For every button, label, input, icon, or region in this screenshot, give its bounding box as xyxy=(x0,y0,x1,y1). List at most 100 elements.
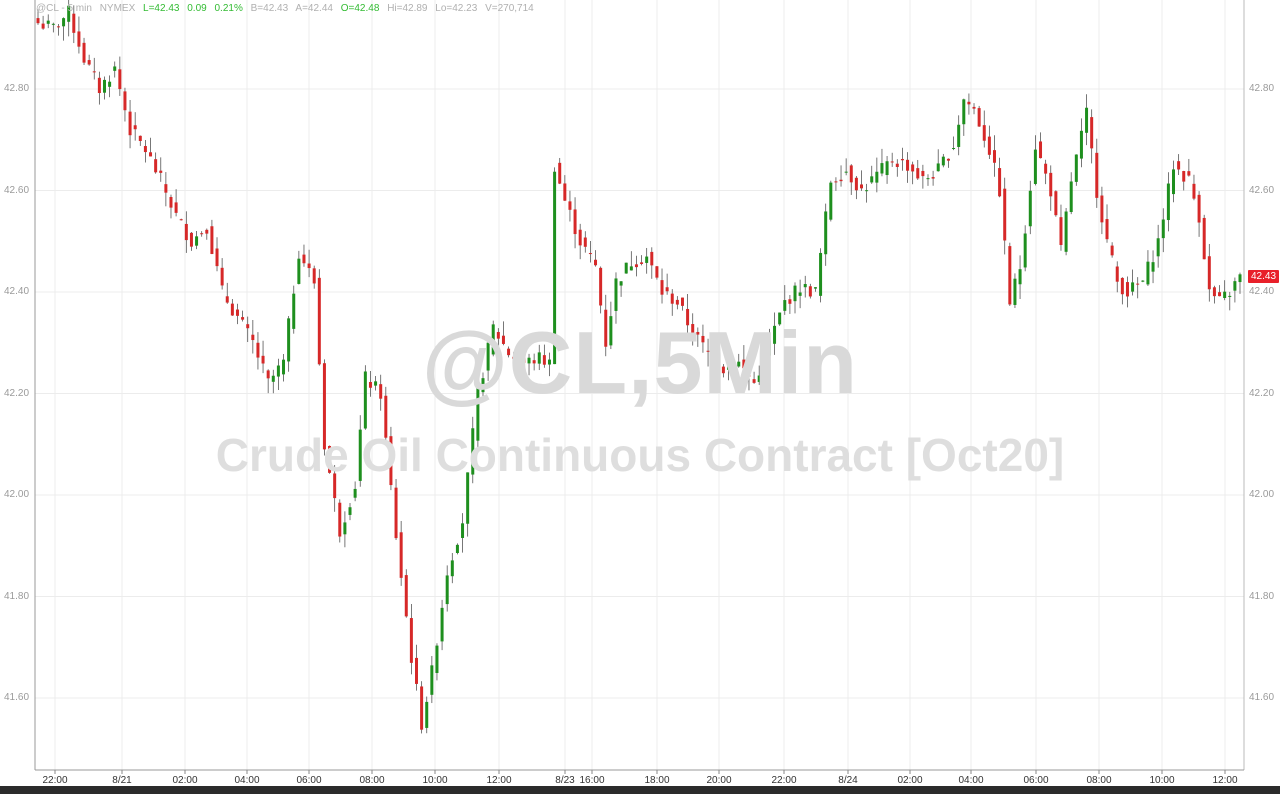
candle-down xyxy=(1059,217,1063,245)
candle-down xyxy=(394,487,398,539)
candle-down xyxy=(174,202,178,213)
candle-down xyxy=(987,136,991,155)
candle-up xyxy=(880,163,884,174)
y-tick-label-right: 41.60 xyxy=(1249,692,1275,703)
y-tick-label: 42.20 xyxy=(4,387,30,399)
candle-up xyxy=(113,66,117,71)
candle-up xyxy=(1151,262,1155,272)
y-tick-label: 42.60 xyxy=(4,184,30,196)
y-tick-label-right: 42.60 xyxy=(1249,184,1275,196)
x-tick-label: 12:00 xyxy=(1212,775,1238,786)
y-tick-label: 42.40 xyxy=(4,286,30,297)
candle-down xyxy=(184,223,188,241)
candle-up xyxy=(1238,274,1242,283)
candle-down xyxy=(256,342,260,358)
candle-up xyxy=(778,312,782,325)
candle-down xyxy=(594,259,598,266)
candle-down xyxy=(522,355,526,363)
candle-up xyxy=(46,20,50,24)
chart-grid xyxy=(35,0,1244,770)
candle-down xyxy=(911,164,915,172)
candle-up xyxy=(102,79,106,93)
candle-down xyxy=(588,253,592,255)
candle-down xyxy=(149,152,153,157)
x-tick-label: 08:00 xyxy=(359,775,385,786)
symbol-label: @CL - 5 min xyxy=(36,3,92,14)
candle-down xyxy=(138,135,142,141)
open-value: O=42.48 xyxy=(340,3,380,14)
candle-up xyxy=(1085,107,1089,133)
candle-up xyxy=(353,488,357,498)
candle-down xyxy=(568,201,572,210)
candle-up xyxy=(829,182,833,220)
candle-up xyxy=(1069,181,1073,213)
candle-down xyxy=(1039,141,1043,159)
candle-down xyxy=(133,125,137,130)
candle-down xyxy=(225,296,229,303)
candle-up xyxy=(819,252,823,296)
candle-down xyxy=(655,266,659,278)
candle-up xyxy=(645,256,649,263)
candle-down xyxy=(992,150,996,163)
x-tick-label: 06:00 xyxy=(1023,775,1049,786)
candle-up xyxy=(1074,154,1078,182)
candle-down xyxy=(716,359,720,369)
candle-down xyxy=(97,77,101,94)
candle-down xyxy=(701,335,705,343)
candle-up xyxy=(1028,190,1032,227)
candle-up xyxy=(1228,295,1232,297)
candle-down xyxy=(839,179,843,182)
candle-up xyxy=(875,171,879,183)
candle-down xyxy=(1218,292,1222,297)
x-tick-label: 8/24 xyxy=(838,775,858,786)
candle-up xyxy=(609,316,613,346)
x-tick-label: 22:00 xyxy=(771,775,797,786)
last-price: L=42.43 xyxy=(143,3,180,14)
candle-down xyxy=(312,268,316,284)
candle-down xyxy=(1044,163,1048,174)
candle-up xyxy=(287,318,291,362)
x-tick-label: 10:00 xyxy=(422,775,448,786)
candle-up xyxy=(629,266,633,271)
candle-down xyxy=(379,384,383,399)
candle-down xyxy=(317,277,321,365)
candle-down xyxy=(849,165,853,183)
candle-down xyxy=(82,42,86,63)
candle-down xyxy=(230,303,234,316)
candle-down xyxy=(1187,171,1191,176)
candle-down xyxy=(1115,266,1119,282)
candle-down xyxy=(854,177,858,191)
candle-up xyxy=(450,560,454,577)
candle-down xyxy=(1125,282,1129,297)
bid-value: B=42.43 xyxy=(250,3,289,14)
x-tick-label: 22:00 xyxy=(42,775,68,786)
candle-up xyxy=(962,99,966,125)
x-tick-label: 18:00 xyxy=(644,775,670,786)
candle-up xyxy=(1064,211,1068,252)
candle-down xyxy=(87,60,91,65)
y-tick-label-right: 41.80 xyxy=(1249,590,1275,602)
x-tick-label: 10:00 xyxy=(1149,775,1175,786)
candle-up xyxy=(440,607,444,642)
candle-down xyxy=(384,395,388,438)
candle-down xyxy=(558,162,562,184)
candle-up xyxy=(767,340,771,356)
candle-down xyxy=(634,264,638,268)
candle-down xyxy=(583,237,587,247)
candle-down xyxy=(895,163,899,167)
candle-down xyxy=(164,184,168,193)
bottom-bar xyxy=(0,786,1280,794)
candle-up xyxy=(1161,219,1165,239)
candle-up xyxy=(952,147,956,149)
candle-up xyxy=(1166,183,1170,221)
candle-up xyxy=(297,258,301,284)
candle-up xyxy=(445,575,449,605)
x-tick-label: 04:00 xyxy=(234,775,260,786)
candle-down xyxy=(1182,171,1186,182)
candle-down xyxy=(532,360,536,364)
candle-up xyxy=(374,381,378,386)
y-tick-label-right: 42.80 xyxy=(1249,83,1275,94)
candle-down xyxy=(235,309,239,316)
candle-up xyxy=(430,665,434,695)
candle-up xyxy=(727,366,731,370)
